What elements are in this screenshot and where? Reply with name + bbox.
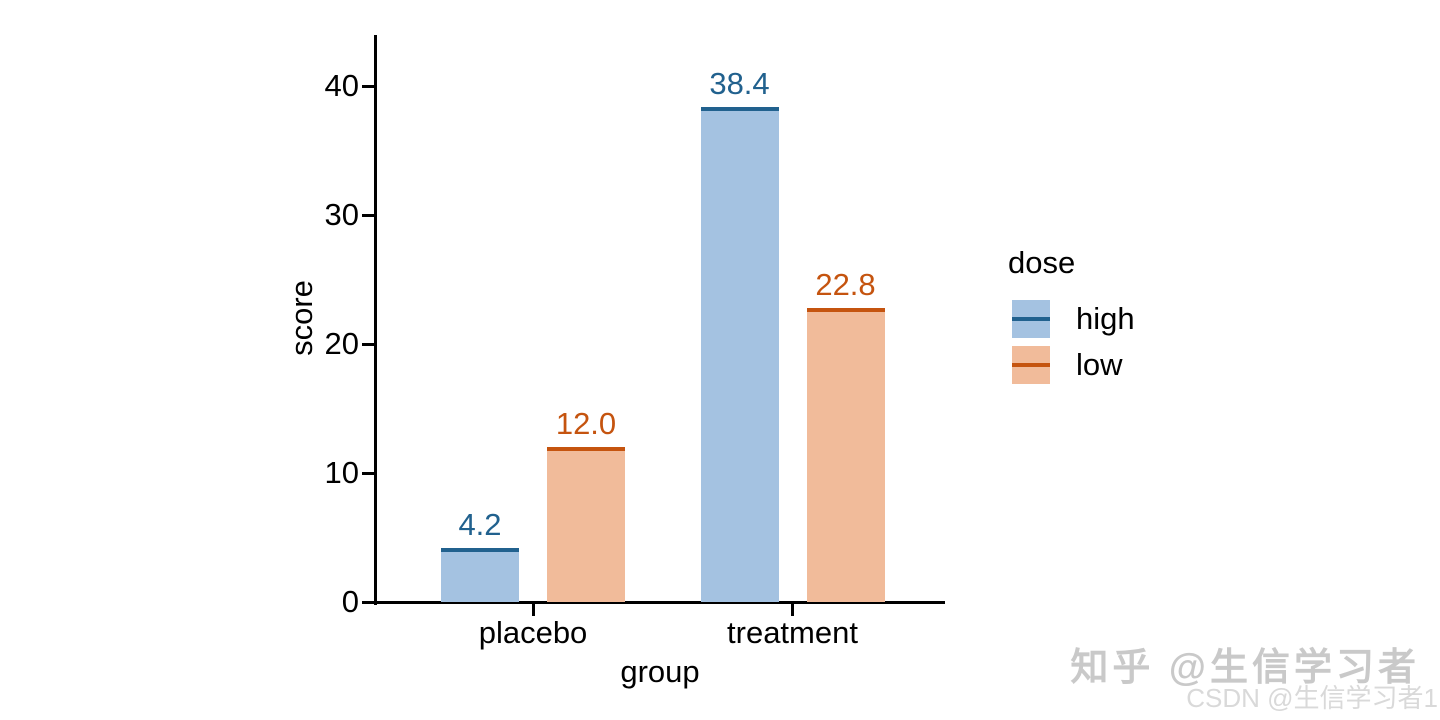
legend-items: high low [1008,300,1135,384]
legend-label-low: low [1076,347,1123,382]
legend-label-high: high [1076,301,1135,336]
bar-value-label-placebo-high: 4.2 [458,506,502,542]
bar-treatment-low [806,307,885,602]
bar-value-label-placebo-low: 12.0 [555,406,617,442]
x-tick [531,604,535,616]
bar-placebo-high [441,547,519,602]
y-tick [362,213,374,217]
x-tick [791,604,794,616]
y-tick [362,342,374,346]
x-tick-label-treatment: treatment [727,615,858,650]
legend: dose high low [1008,246,1135,392]
y-tick-label: 0 [341,584,359,619]
y-axis-title: score [284,280,319,356]
x-axis-line [374,601,945,604]
y-tick [362,600,374,604]
legend-swatch-low [1012,346,1050,384]
y-tick-label: 10 [324,455,359,490]
bar-placebo-low [547,447,625,602]
legend-title: dose [1008,245,1076,280]
legend-item-high: high [1008,300,1135,338]
y-tick-label: 40 [324,68,359,103]
legend-key-line [1012,363,1050,367]
bar-value-label-treatment-low: 22.8 [815,266,876,302]
watermark-zhihu: 知乎 @生信学习者 [1070,647,1420,689]
watermark-csdn: CSDN @生信学习者1 [1186,683,1438,713]
x-tick-label-placebo: placebo [478,615,588,650]
bar-value-label-treatment-high: 38.4 [709,65,770,101]
x-axis-title: group [620,654,700,689]
legend-item-low: low [1008,346,1135,384]
bar-treatment-high [700,106,779,602]
y-tick [362,84,374,88]
y-tick-label: 20 [324,326,359,361]
legend-key-line [1012,317,1050,321]
legend-swatch-high [1012,300,1050,338]
y-tick [362,471,374,475]
y-axis-line [374,35,377,605]
y-tick-label: 30 [324,197,359,232]
